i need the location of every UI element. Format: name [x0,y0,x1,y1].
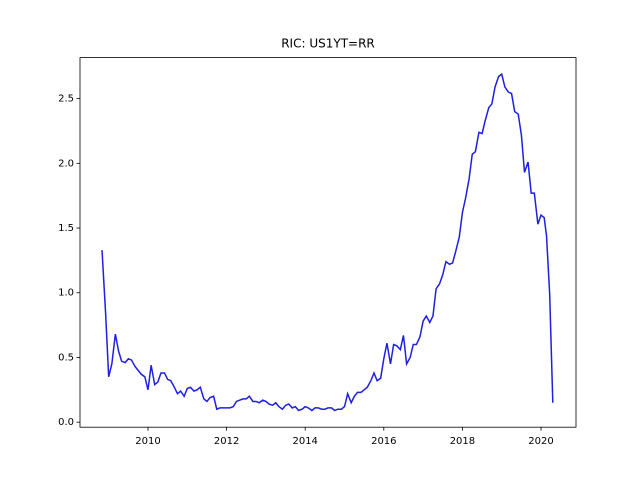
x-tick-label: 2014 [292,436,317,447]
x-tick-label: 2010 [135,436,160,447]
y-tick-label: 0.5 [58,352,74,363]
x-tick-label: 2020 [528,436,553,447]
x-tick-label: 2018 [450,436,475,447]
data-line [101,72,554,412]
axes-frame [79,57,577,428]
y-tick-label: 2.0 [58,158,74,169]
x-tick-label: 2016 [371,436,396,447]
y-tick-label: 1.0 [58,288,74,299]
x-tick-label: 2012 [214,436,239,447]
chart-title: RIC: US1YT=RR [281,37,375,51]
y-tick-label: 2.5 [58,94,74,105]
y-tick-label: 1.5 [58,223,74,234]
y-tick-label: 0.0 [58,417,74,428]
